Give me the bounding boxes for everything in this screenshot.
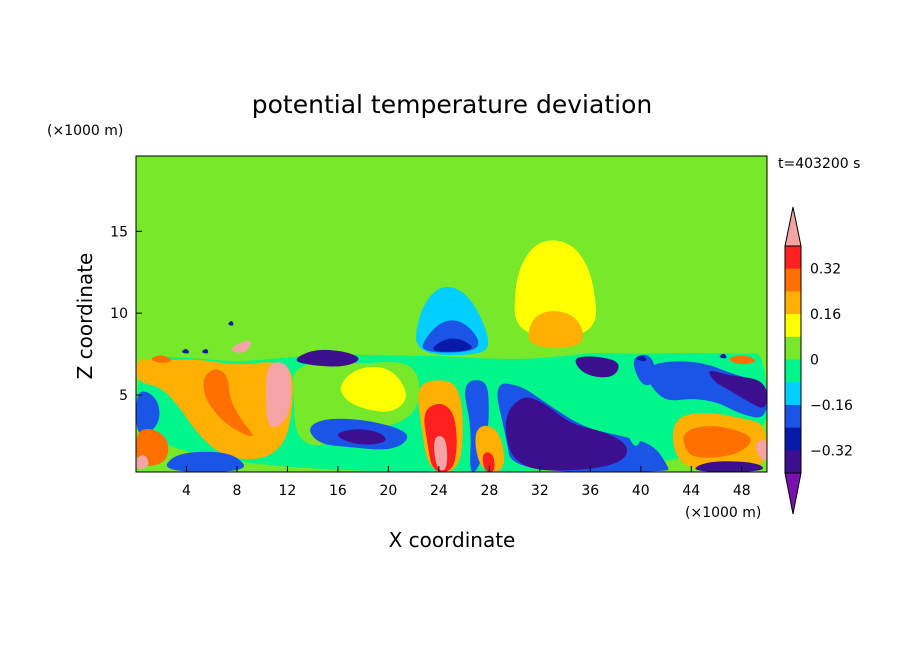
y-tick-label: 15 <box>110 224 128 240</box>
colorbar-under-arrow <box>784 472 802 515</box>
colorbar-band <box>785 268 801 292</box>
contour-region-31 <box>619 366 645 446</box>
x-tick-label: 40 <box>632 483 650 499</box>
colorbar-band <box>785 359 801 383</box>
contour-region-12 <box>266 362 292 428</box>
contour-region-16 <box>337 429 386 445</box>
contour-region-37 <box>683 426 751 458</box>
x-tick-label: 16 <box>329 483 347 499</box>
y-unit-label: (×1000 m) <box>47 123 123 139</box>
colorbar-band <box>785 291 801 315</box>
contour-region-47 <box>636 355 647 362</box>
colorbar-band <box>785 246 801 269</box>
x-tick-label: 28 <box>480 483 498 499</box>
colorbar-tick-label: 0.32 <box>810 262 841 278</box>
x-tick-label: 44 <box>682 483 700 499</box>
x-tick-label: 8 <box>232 483 241 499</box>
contour-region-45 <box>228 321 234 326</box>
contour-region-46 <box>719 353 727 359</box>
x-tick-label: 32 <box>531 483 549 499</box>
x-unit-label: (×1000 m) <box>685 505 761 521</box>
contour-region-1 <box>329 203 386 346</box>
contour-region-27 <box>482 452 495 472</box>
contour-region-42 <box>231 340 252 353</box>
contour-region-44 <box>202 348 209 354</box>
contour-region-40 <box>151 355 171 363</box>
contour-region-41 <box>729 355 755 365</box>
colorbar-band <box>785 427 801 451</box>
x-tick-label: 20 <box>379 483 397 499</box>
x-tick-label: 24 <box>430 483 448 499</box>
colorbar-tick-label: −0.32 <box>810 443 853 459</box>
colorbar-frame <box>784 245 802 474</box>
contour-region-39 <box>695 461 764 472</box>
colorbar-over-arrow <box>784 206 802 247</box>
plot-frame <box>135 155 768 473</box>
x-axis-ticks: 4 8 12 16 20 24 28 32 36 40 44 48 <box>182 466 751 499</box>
x-tick-label: 12 <box>279 483 297 499</box>
contour-region-35 <box>633 354 655 386</box>
contour-region-20 <box>136 455 149 470</box>
colorbar-tick-label: 0.16 <box>810 307 841 323</box>
contour-region-33 <box>709 371 767 408</box>
x-tick-label: 36 <box>581 483 599 499</box>
contour-region-43 <box>182 348 189 354</box>
contour-region-18 <box>136 391 160 435</box>
y-tick-label: 10 <box>110 306 128 322</box>
colorbar-band <box>785 450 801 474</box>
contour-region-4 <box>514 240 597 338</box>
colorbar-tick-label: −0.16 <box>810 398 853 414</box>
contour-region-34 <box>575 356 619 378</box>
contour-region-38 <box>755 439 767 461</box>
contour-region-17 <box>296 349 359 367</box>
contour-region-26 <box>475 425 505 472</box>
contour-region-0 <box>136 156 179 171</box>
x-tick-label: 4 <box>182 483 191 499</box>
colorbar-band <box>785 336 801 360</box>
colorbar-band <box>785 314 801 338</box>
contour-region-8 <box>433 338 472 352</box>
colorbar: −0.32 −0.16 0 0.16 0.32 <box>784 206 853 515</box>
colorbar-band <box>785 404 801 428</box>
contour-region-32 <box>646 361 767 418</box>
y-axis-label: Z coordinate <box>73 253 97 380</box>
time-label: t=403200 s <box>778 156 860 172</box>
x-tick-label: 48 <box>733 483 751 499</box>
colorbar-tick-label: 0 <box>810 353 819 369</box>
contour-region-11 <box>203 369 253 437</box>
x-axis-label: X coordinate <box>389 528 516 552</box>
contour-region-14 <box>340 366 406 412</box>
contour-region-3 <box>665 161 767 181</box>
y-axis-ticks: 5 10 15 <box>110 224 142 404</box>
colorbar-band <box>785 382 801 406</box>
plot-area <box>136 156 767 472</box>
contour-region-5 <box>528 311 583 348</box>
y-tick-label: 5 <box>119 388 128 404</box>
chart-title: potential temperature deviation <box>252 90 652 119</box>
contour-region-24 <box>434 436 448 471</box>
contour-region-30 <box>523 439 579 469</box>
